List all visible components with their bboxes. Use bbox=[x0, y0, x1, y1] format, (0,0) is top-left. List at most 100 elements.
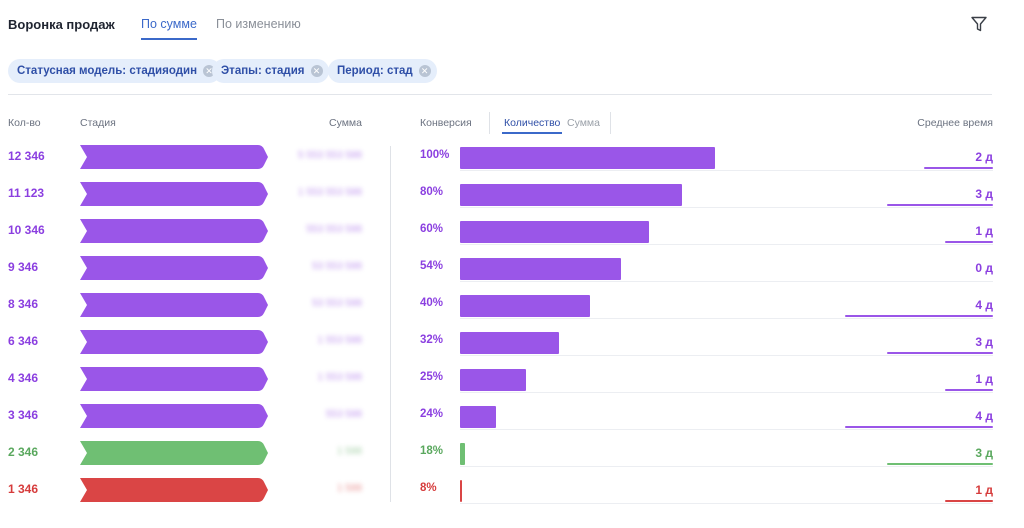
table-row[interactable]: 2 346 1 588 18% 3 д bbox=[0, 439, 1024, 467]
avg-time-value: 3 д bbox=[975, 446, 993, 460]
stage-sum: 1 588 bbox=[336, 483, 362, 494]
tab-amount[interactable]: Сумма bbox=[567, 117, 600, 129]
conversion-bar[interactable] bbox=[460, 295, 591, 317]
avg-time-value: 1 д bbox=[975, 224, 993, 238]
column-header-sum: Сумма bbox=[329, 117, 362, 129]
table-row[interactable]: 12 346 5 553 553 588 100% 2 д bbox=[0, 143, 1024, 171]
stage-quantity: 11 123 bbox=[8, 186, 45, 200]
stage-sum: 53 553 588 bbox=[311, 298, 362, 309]
header-separator bbox=[489, 112, 490, 134]
stage-quantity: 3 346 bbox=[8, 408, 39, 422]
table-row[interactable]: 4 346 1 553 588 25% 1 д bbox=[0, 365, 1024, 393]
avg-time-line bbox=[887, 352, 993, 354]
conversion-value: 40% bbox=[420, 297, 444, 309]
conversion-bar[interactable] bbox=[460, 332, 560, 354]
stage-quantity: 10 346 bbox=[8, 223, 45, 237]
conversion-bar[interactable] bbox=[460, 480, 462, 502]
tab-by-change[interactable]: По изменению bbox=[216, 17, 301, 31]
avg-time-line bbox=[845, 426, 993, 428]
conversion-bar[interactable] bbox=[460, 406, 496, 428]
avg-time-value: 3 д bbox=[975, 335, 993, 349]
avg-time-line bbox=[845, 315, 993, 317]
avg-time-line bbox=[945, 389, 993, 391]
table-row[interactable]: 9 346 53 553 588 54% 0 д bbox=[0, 254, 1024, 282]
conversion-value: 54% bbox=[420, 260, 444, 272]
stage-bar[interactable] bbox=[80, 256, 268, 280]
stage-sum: 1 553 588 bbox=[317, 335, 363, 346]
bar-track bbox=[460, 355, 993, 356]
conversion-value: 80% bbox=[420, 186, 444, 198]
stage-bar[interactable] bbox=[80, 293, 268, 317]
bar-track bbox=[460, 244, 993, 245]
bar-track bbox=[460, 466, 993, 467]
stage-quantity: 4 346 bbox=[8, 371, 39, 385]
stage-bar[interactable] bbox=[80, 182, 268, 206]
table-row[interactable]: 3 346 553 588 24% 4 д bbox=[0, 402, 1024, 430]
avg-time-value: 1 д bbox=[975, 372, 993, 386]
stage-bar[interactable] bbox=[80, 478, 268, 502]
stage-quantity: 9 346 bbox=[8, 260, 39, 274]
stage-sum: 1 553 553 588 bbox=[298, 187, 362, 198]
conversion-bar[interactable] bbox=[460, 258, 621, 280]
stage-sum: 553 553 588 bbox=[306, 224, 362, 235]
conversion-bar[interactable] bbox=[460, 147, 715, 169]
stage-bar[interactable] bbox=[80, 330, 268, 354]
stage-bar[interactable] bbox=[80, 367, 268, 391]
close-icon[interactable]: ✕ bbox=[418, 65, 431, 77]
header-separator bbox=[610, 112, 611, 134]
conversion-value: 100% bbox=[420, 149, 450, 161]
filter-chip-period[interactable]: Период: стад ✕ bbox=[328, 59, 437, 83]
bar-track bbox=[460, 429, 993, 430]
stage-bar[interactable] bbox=[80, 441, 268, 465]
conversion-bar[interactable] bbox=[460, 443, 466, 465]
avg-time-line bbox=[887, 204, 993, 206]
stage-bar[interactable] bbox=[80, 219, 268, 243]
stage-quantity: 12 346 bbox=[8, 149, 45, 163]
close-icon[interactable]: ✕ bbox=[310, 65, 323, 77]
bar-track bbox=[460, 207, 993, 208]
stage-bar[interactable] bbox=[80, 145, 268, 169]
avg-time-value: 1 д bbox=[975, 483, 993, 497]
conversion-value: 18% bbox=[420, 445, 444, 457]
conversion-bar[interactable] bbox=[460, 221, 649, 243]
avg-time-line bbox=[924, 167, 993, 169]
conversion-value: 25% bbox=[420, 371, 444, 383]
stage-sum: 5 553 553 588 bbox=[298, 150, 362, 161]
column-header-qty: Кол-во bbox=[8, 117, 41, 129]
filter-chip-stages[interactable]: Этапы: стадия ✕ bbox=[212, 59, 329, 83]
conversion-value: 8% bbox=[420, 482, 437, 494]
table-row[interactable]: 6 346 1 553 588 32% 3 д bbox=[0, 328, 1024, 356]
filter-chip-status-model[interactable]: Статусная модель: стадияодин ✕ bbox=[8, 59, 222, 83]
avg-time-value: 3 д bbox=[975, 187, 993, 201]
table-row[interactable]: 11 123 1 553 553 588 80% 3 д bbox=[0, 180, 1024, 208]
stage-sum: 53 553 588 bbox=[311, 261, 362, 272]
conversion-bar[interactable] bbox=[460, 369, 527, 391]
bar-track bbox=[460, 318, 993, 319]
bar-track bbox=[460, 503, 993, 504]
table-row[interactable]: 8 346 53 553 588 40% 4 д bbox=[0, 291, 1024, 319]
bar-track bbox=[460, 281, 993, 282]
avg-time-line bbox=[945, 500, 993, 502]
conversion-value: 60% bbox=[420, 223, 444, 235]
avg-time-line bbox=[945, 241, 993, 243]
stage-bar[interactable] bbox=[80, 404, 268, 428]
stage-quantity: 8 346 bbox=[8, 297, 39, 311]
stage-quantity: 2 346 bbox=[8, 445, 39, 459]
funnel-icon[interactable] bbox=[969, 14, 989, 34]
table-row[interactable]: 1 346 1 588 8% 1 д bbox=[0, 476, 1024, 504]
conversion-bar[interactable] bbox=[460, 184, 682, 206]
avg-time-value: 4 д bbox=[975, 298, 993, 312]
table-separator bbox=[390, 146, 391, 502]
stage-sum: 1 553 588 bbox=[317, 372, 363, 383]
tab-by-sum[interactable]: По сумме bbox=[141, 17, 197, 40]
stage-sum: 553 588 bbox=[325, 409, 362, 420]
avg-time-value: 2 д bbox=[975, 150, 993, 164]
filter-chip-label: Статусная модель: стадияодин bbox=[17, 65, 198, 77]
stage-quantity: 6 346 bbox=[8, 334, 39, 348]
avg-time-value: 0 д bbox=[975, 261, 993, 275]
column-header-avg-time: Среднее время bbox=[917, 117, 993, 129]
table-row[interactable]: 10 346 553 553 588 60% 1 д bbox=[0, 217, 1024, 245]
filter-chip-label: Период: стад bbox=[337, 65, 413, 77]
tab-quantity[interactable]: Количество bbox=[501, 117, 563, 134]
column-header-conversion: Конверсия bbox=[420, 117, 472, 129]
